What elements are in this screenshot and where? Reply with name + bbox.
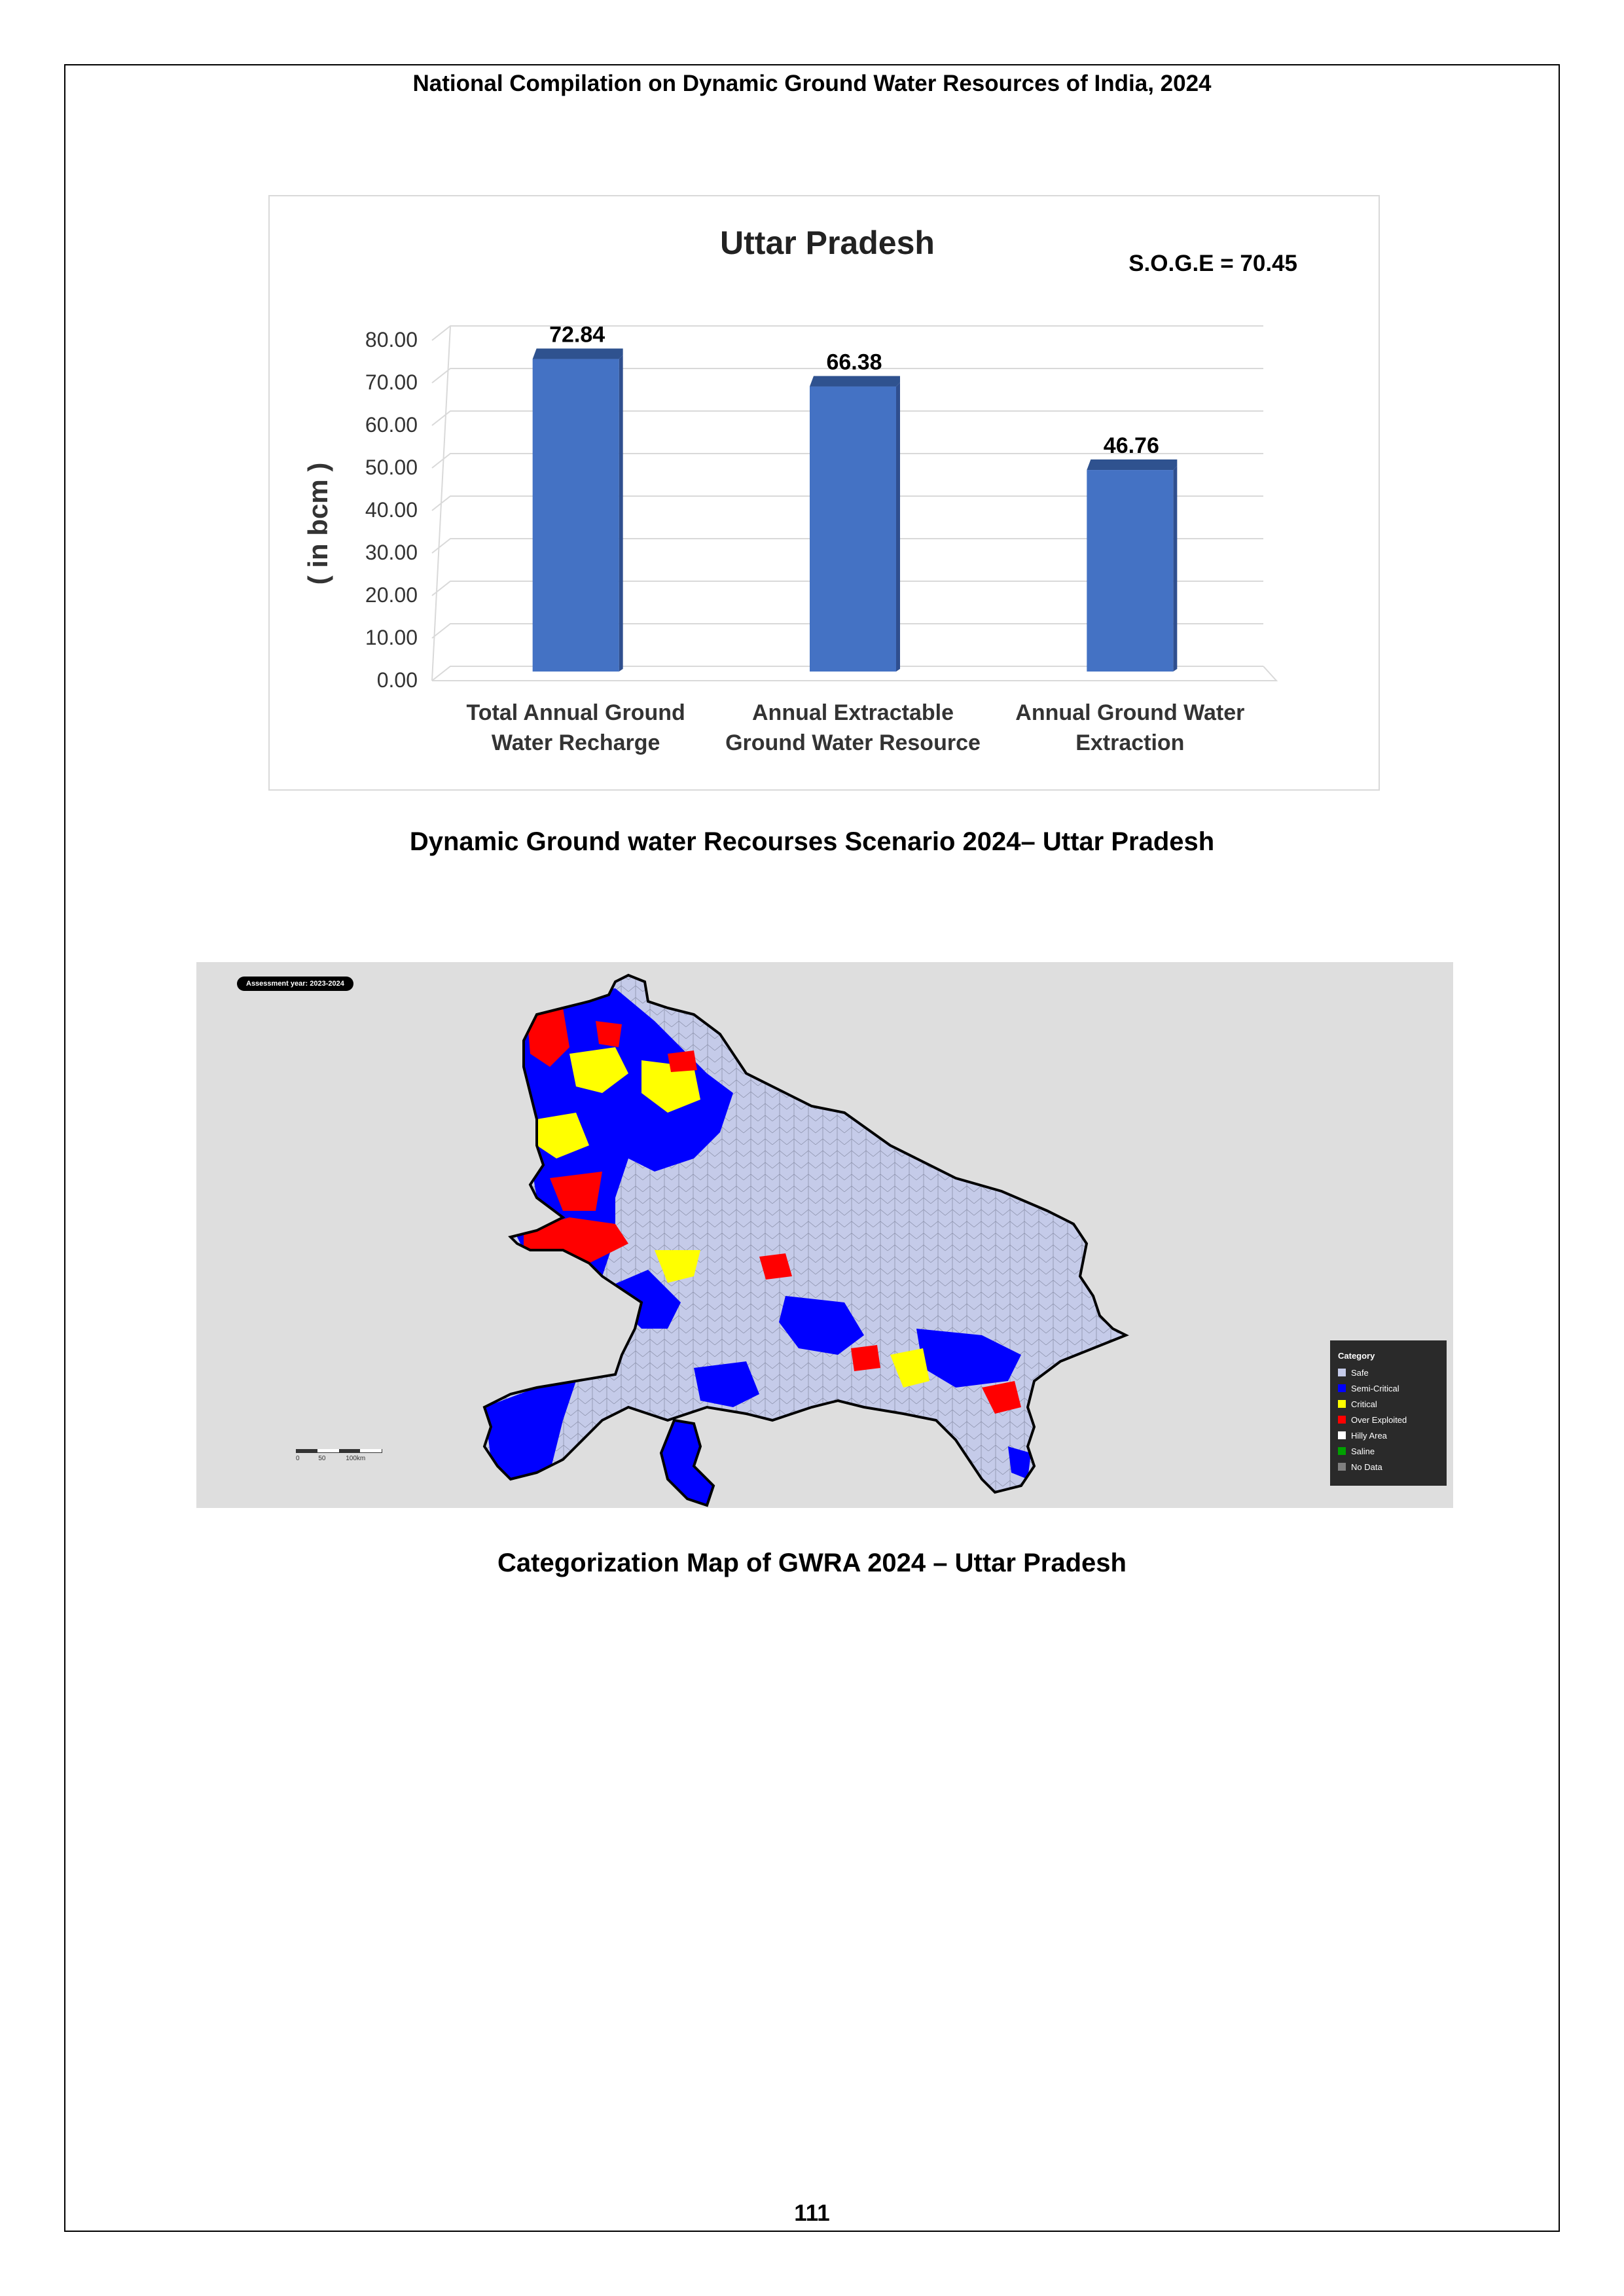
legend-label: Critical — [1351, 1399, 1377, 1409]
soge-annotation: S.O.G.E = 70.45 — [1128, 251, 1297, 276]
y-axis-label: ( in bcm ) — [302, 463, 333, 585]
bar-side — [1173, 466, 1178, 672]
southern-lobe — [659, 1418, 715, 1507]
scale-label-100: 100km — [346, 1455, 366, 1462]
y-tick-label: 10.00 — [365, 626, 418, 649]
legend-label: Hilly Area — [1351, 1430, 1387, 1441]
chart-caption: Dynamic Ground water Recourses Scenario … — [409, 827, 1215, 856]
legend-item: Critical — [1338, 1396, 1447, 1412]
gridline — [431, 581, 1263, 596]
legend-item: No Data — [1338, 1459, 1447, 1475]
y-ticks: 0.00 10.00 20.00 30.00 40.00 50.00 60.00 70.00 8… — [365, 328, 418, 692]
page-number: 111 — [794, 2200, 830, 2226]
bar — [810, 386, 896, 672]
chart-floor — [432, 666, 1278, 681]
legend-item: Semi-Critical — [1338, 1380, 1447, 1396]
y-tick-label: 50.00 — [365, 456, 418, 479]
legend-label: Semi-Critical — [1351, 1383, 1399, 1393]
legend-label: No Data — [1351, 1462, 1382, 1472]
gridline — [431, 368, 1263, 384]
district-blocks — [484, 975, 1126, 1492]
legend-item: Safe — [1338, 1365, 1447, 1380]
map-scale-bar: 0 50 100km — [296, 1449, 382, 1462]
x-tick-label: Ground Water Resource — [725, 730, 981, 755]
x-tick-label: Extraction — [1075, 730, 1184, 755]
gridline — [431, 623, 1263, 639]
legend-item: Over Exploited — [1338, 1412, 1447, 1427]
bar-top — [532, 348, 623, 359]
y-tick-label: 70.00 — [365, 370, 418, 394]
x-tick-label: Water Recharge — [492, 730, 660, 755]
legend-label: Over Exploited — [1351, 1414, 1407, 1425]
x-tick-label: Annual Extractable — [752, 700, 954, 725]
x-tick-labels: Total Annual Ground Water Recharge Annual … — [467, 700, 1245, 755]
chart-title: Uttar Pradesh — [720, 224, 935, 261]
legend-item: Hilly Area — [1338, 1427, 1447, 1443]
legend-swatch — [1338, 1416, 1346, 1424]
assessment-year-badge: Assessment year: 2023-2024 — [237, 977, 353, 991]
bar-top — [1087, 459, 1178, 471]
legend-title: Category — [1338, 1351, 1375, 1361]
map-caption: Categorization Map of GWRA 2024 – Uttar … — [497, 1549, 1127, 1577]
gridline — [431, 495, 1263, 511]
y-tick-label: 40.00 — [365, 498, 418, 522]
legend-label: Saline — [1351, 1446, 1375, 1456]
bar-data-label: 66.38 — [826, 350, 882, 375]
legend-label: Safe — [1351, 1367, 1369, 1378]
bar-chart-svg: Uttar Pradesh S.O.G.E = 70.45 ( in bcm )… — [302, 224, 1297, 755]
y-tick-label: 60.00 — [365, 413, 418, 437]
map-legend: Category Safe Semi-Critical Critical Over E… — [1330, 1340, 1447, 1486]
page-border — [64, 64, 1560, 2232]
y-tick-label: 20.00 — [365, 583, 418, 607]
scale-label-50: 50 — [318, 1455, 326, 1462]
bar-chart: Uttar Pradesh S.O.G.E = 70.45 ( in bcm )… — [268, 195, 1380, 791]
bar-top — [810, 376, 900, 387]
legend-item: Saline — [1338, 1443, 1447, 1459]
bar — [532, 359, 619, 672]
scale-label-0: 0 — [296, 1455, 300, 1462]
legend-swatch — [1338, 1384, 1346, 1392]
legend-swatch — [1338, 1447, 1346, 1455]
bar-side — [619, 355, 623, 672]
legend-swatch — [1338, 1369, 1346, 1376]
x-tick-label: Total Annual Ground — [467, 700, 685, 725]
y-tick-label: 0.00 — [377, 668, 418, 692]
categorization-map: Assessment year: 2023-2024 — [196, 962, 1453, 1508]
legend-swatch — [1338, 1463, 1346, 1471]
up-map-svg — [483, 974, 1127, 1507]
legend-swatch — [1338, 1400, 1346, 1408]
bar-side — [896, 382, 900, 672]
y-tick-label: 30.00 — [365, 541, 418, 564]
gridline — [431, 410, 1263, 426]
bar-data-label: 72.84 — [549, 323, 605, 348]
gridline — [431, 538, 1263, 554]
gridline — [431, 325, 1263, 341]
bar-data-label: 46.76 — [1104, 433, 1159, 458]
bar — [1087, 470, 1174, 672]
y-tick-label: 80.00 — [365, 328, 418, 351]
gridline — [431, 666, 1263, 681]
page-header: National Compilation on Dynamic Ground W… — [412, 71, 1212, 96]
x-tick-label: Annual Ground Water — [1015, 700, 1244, 725]
gridline — [431, 453, 1263, 469]
legend-swatch — [1338, 1431, 1346, 1439]
chart-bars: 72.84 66.38 46.76 — [532, 323, 1178, 672]
chart-grid — [431, 325, 1278, 681]
